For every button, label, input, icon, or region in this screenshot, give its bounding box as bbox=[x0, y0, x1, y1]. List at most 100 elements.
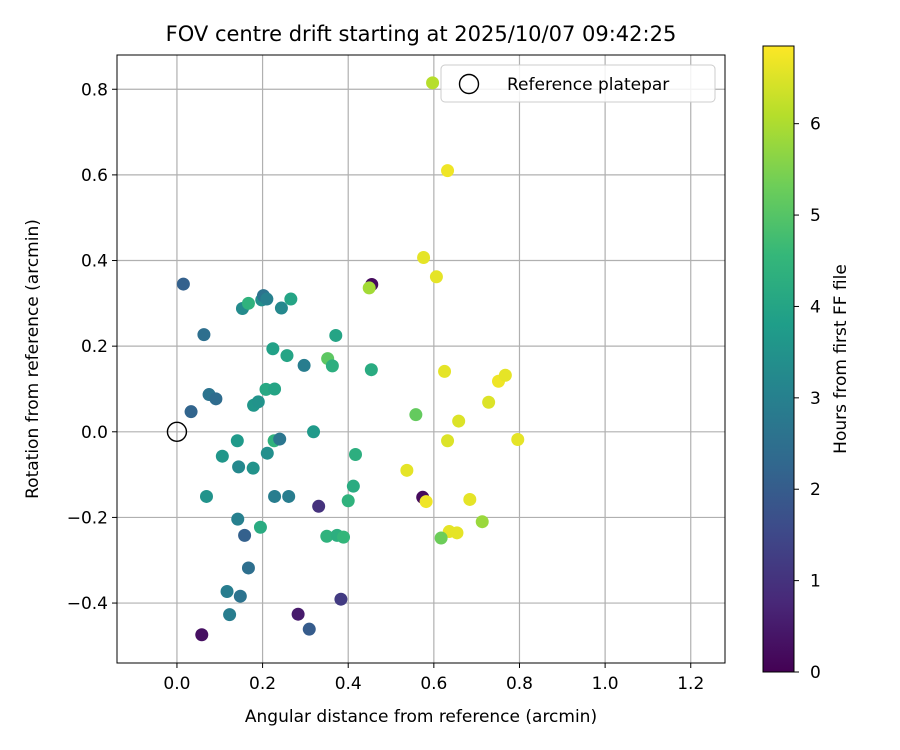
colorbar-tick-label: 1 bbox=[810, 572, 821, 592]
data-point bbox=[325, 359, 339, 373]
data-point bbox=[348, 447, 362, 461]
colorbar-tick-label: 2 bbox=[810, 480, 821, 500]
data-point bbox=[215, 449, 229, 463]
data-point bbox=[320, 529, 334, 543]
data-point bbox=[231, 512, 245, 526]
y-tick-label: −0.2 bbox=[67, 508, 108, 528]
data-point bbox=[346, 479, 360, 493]
data-point bbox=[364, 363, 378, 377]
data-point bbox=[184, 405, 198, 419]
data-point bbox=[230, 434, 244, 448]
data-point bbox=[426, 76, 440, 90]
data-point bbox=[238, 528, 252, 542]
data-point bbox=[337, 530, 351, 544]
data-point bbox=[482, 395, 496, 409]
y-tick-label: 0.0 bbox=[81, 423, 108, 443]
x-tick-label: 1.0 bbox=[592, 674, 619, 694]
legend-label: Reference platepar bbox=[507, 75, 669, 95]
y-tick-label: 0.6 bbox=[81, 166, 108, 186]
data-point bbox=[452, 414, 466, 428]
data-point bbox=[362, 281, 376, 295]
x-tick-label: 0.0 bbox=[163, 674, 190, 694]
colorbar-label: Hours from first FF file bbox=[831, 264, 851, 454]
data-point bbox=[307, 425, 321, 439]
colorbar-ticks: 0 1 2 3 4 5 6 bbox=[794, 115, 821, 683]
data-point bbox=[176, 277, 190, 291]
y-tick-label: 0.4 bbox=[81, 252, 108, 272]
data-point bbox=[441, 434, 455, 448]
data-point bbox=[341, 494, 355, 508]
data-point bbox=[284, 292, 298, 306]
data-point bbox=[302, 622, 316, 636]
data-point bbox=[195, 628, 209, 642]
data-point bbox=[429, 270, 443, 284]
x-tick-label: 1.2 bbox=[677, 674, 704, 694]
data-point bbox=[441, 164, 455, 178]
grid bbox=[117, 55, 725, 663]
data-point bbox=[232, 460, 246, 474]
data-point bbox=[253, 520, 267, 534]
reference-platepar-marker bbox=[166, 421, 188, 442]
colorbar bbox=[762, 45, 795, 673]
data-point bbox=[409, 408, 423, 422]
data-point bbox=[220, 584, 234, 598]
data-point bbox=[260, 292, 274, 306]
reference-marker-layer bbox=[166, 421, 188, 442]
data-point bbox=[291, 607, 305, 621]
y-axis-ticks: −0.4 −0.2 0.0 0.2 0.4 0.6 0.8 bbox=[67, 80, 117, 614]
data-point bbox=[266, 342, 280, 356]
data-point bbox=[268, 489, 282, 503]
data-point bbox=[511, 432, 525, 446]
data-point bbox=[197, 328, 211, 342]
data-point bbox=[280, 349, 294, 363]
y-axis-label: Rotation from reference (arcmin) bbox=[23, 219, 43, 499]
data-point bbox=[209, 392, 223, 406]
data-point bbox=[268, 382, 282, 396]
data-point bbox=[417, 251, 431, 265]
colorbar-tick-label: 6 bbox=[810, 115, 821, 135]
data-point bbox=[260, 446, 274, 460]
data-points bbox=[176, 76, 525, 642]
chart-title: FOV centre drift starting at 2025/10/07 … bbox=[166, 22, 677, 46]
legend-reference-marker bbox=[458, 73, 480, 95]
data-point bbox=[223, 608, 237, 622]
data-point bbox=[450, 526, 464, 540]
data-point bbox=[241, 561, 255, 575]
data-point bbox=[233, 589, 247, 603]
data-point bbox=[438, 364, 452, 378]
data-point bbox=[400, 463, 414, 477]
data-point bbox=[199, 489, 213, 503]
data-point bbox=[273, 432, 287, 446]
data-point bbox=[463, 492, 477, 506]
data-point bbox=[246, 461, 260, 475]
data-point bbox=[312, 499, 326, 513]
x-axis-ticks: 0.0 0.2 0.4 0.6 0.8 1.0 1.2 bbox=[163, 663, 704, 694]
colorbar-tick-label: 0 bbox=[810, 663, 821, 683]
data-point bbox=[251, 395, 265, 409]
x-tick-label: 0.6 bbox=[420, 674, 447, 694]
y-tick-label: 0.2 bbox=[81, 337, 108, 357]
x-tick-label: 0.4 bbox=[335, 674, 362, 694]
y-tick-label: −0.4 bbox=[67, 594, 108, 614]
data-point bbox=[297, 358, 311, 372]
colorbar-tick-label: 5 bbox=[810, 206, 821, 226]
x-axis-label: Angular distance from reference (arcmin) bbox=[245, 707, 597, 727]
data-point bbox=[334, 592, 348, 606]
data-point bbox=[329, 328, 343, 342]
x-tick-label: 0.2 bbox=[249, 674, 276, 694]
colorbar-tick-label: 4 bbox=[810, 297, 821, 317]
data-point bbox=[241, 296, 255, 310]
data-point bbox=[475, 515, 489, 529]
y-tick-label: 0.8 bbox=[81, 80, 108, 100]
data-point bbox=[434, 531, 448, 545]
data-point bbox=[419, 495, 433, 509]
colorbar-tick-label: 3 bbox=[810, 389, 821, 409]
x-tick-label: 0.8 bbox=[506, 674, 533, 694]
legend-box bbox=[440, 64, 716, 103]
data-point bbox=[274, 301, 288, 315]
data-point bbox=[498, 368, 512, 382]
data-point bbox=[282, 489, 296, 503]
plot-area-frame bbox=[116, 54, 726, 664]
